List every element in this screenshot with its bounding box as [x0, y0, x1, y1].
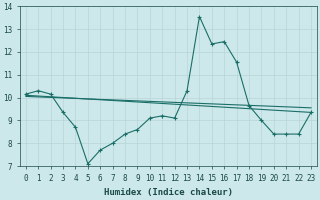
X-axis label: Humidex (Indice chaleur): Humidex (Indice chaleur) [104, 188, 233, 197]
